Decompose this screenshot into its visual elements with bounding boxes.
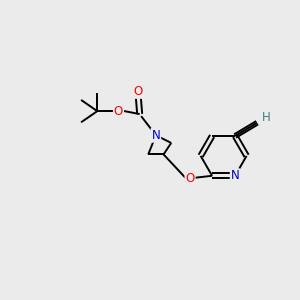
Text: N: N bbox=[152, 129, 160, 142]
Text: O: O bbox=[114, 105, 123, 118]
Text: O: O bbox=[185, 172, 195, 185]
Text: H: H bbox=[262, 111, 271, 124]
Text: O: O bbox=[134, 85, 143, 98]
Text: N: N bbox=[231, 169, 239, 182]
